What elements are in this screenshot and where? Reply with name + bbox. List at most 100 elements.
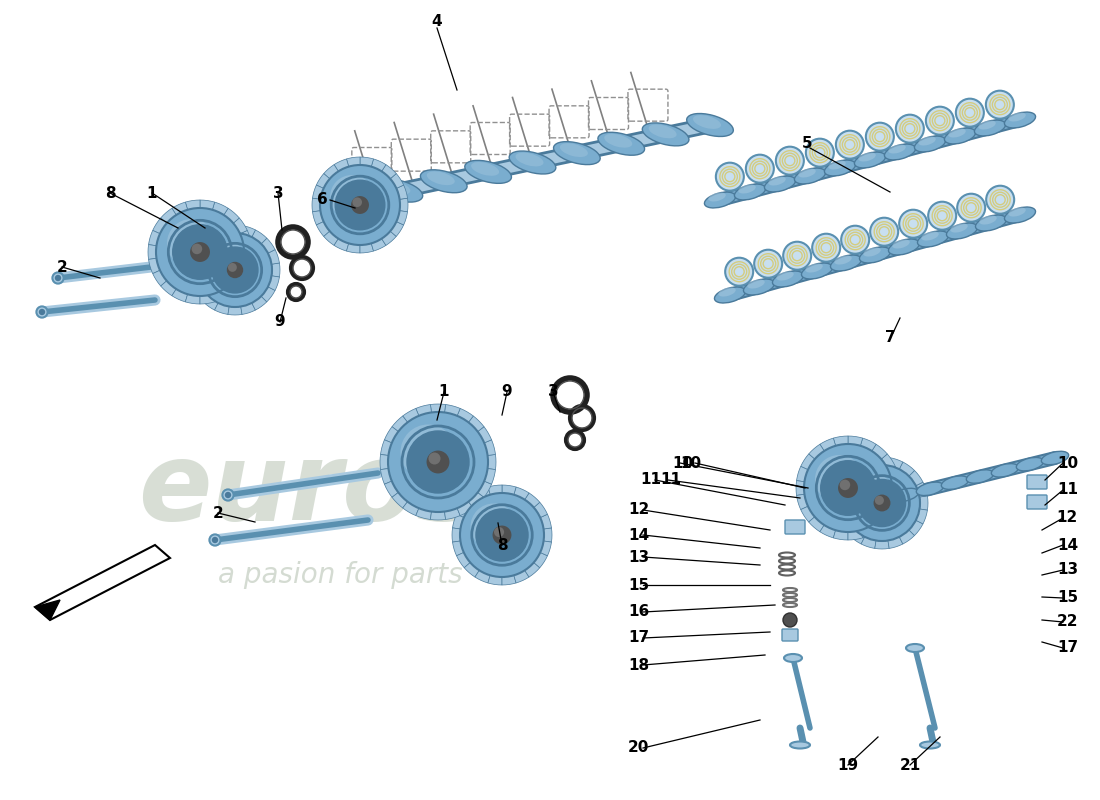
- Polygon shape: [916, 509, 927, 524]
- Polygon shape: [240, 258, 252, 274]
- Polygon shape: [372, 159, 386, 171]
- Text: 14: 14: [628, 527, 649, 542]
- Circle shape: [320, 165, 400, 245]
- Polygon shape: [223, 208, 240, 223]
- Circle shape: [716, 162, 744, 190]
- Polygon shape: [382, 165, 396, 179]
- Circle shape: [476, 509, 528, 561]
- Text: 9: 9: [502, 385, 513, 399]
- Polygon shape: [475, 487, 491, 500]
- Text: 11: 11: [1057, 482, 1078, 498]
- Circle shape: [783, 242, 811, 270]
- Ellipse shape: [975, 120, 1005, 136]
- Polygon shape: [514, 570, 529, 583]
- Polygon shape: [153, 270, 167, 286]
- Ellipse shape: [509, 151, 556, 174]
- Ellipse shape: [922, 231, 938, 241]
- Ellipse shape: [598, 132, 645, 155]
- Circle shape: [836, 130, 864, 158]
- Text: 17: 17: [628, 630, 649, 646]
- Ellipse shape: [916, 482, 944, 495]
- Circle shape: [821, 461, 876, 515]
- Polygon shape: [452, 528, 461, 542]
- Ellipse shape: [917, 231, 948, 247]
- Ellipse shape: [764, 176, 795, 192]
- Text: 2: 2: [212, 506, 223, 521]
- Circle shape: [460, 493, 544, 577]
- Polygon shape: [861, 537, 876, 549]
- Polygon shape: [874, 541, 889, 549]
- Polygon shape: [475, 570, 491, 583]
- Polygon shape: [848, 530, 862, 540]
- Ellipse shape: [686, 114, 734, 137]
- Polygon shape: [808, 517, 824, 532]
- Ellipse shape: [427, 171, 454, 185]
- Circle shape: [330, 175, 374, 219]
- Circle shape: [872, 494, 891, 513]
- Circle shape: [407, 431, 469, 493]
- Ellipse shape: [978, 121, 996, 130]
- Ellipse shape: [649, 125, 676, 138]
- Circle shape: [987, 186, 1014, 214]
- Polygon shape: [469, 416, 484, 431]
- Ellipse shape: [376, 179, 422, 202]
- Polygon shape: [35, 545, 170, 620]
- Circle shape: [221, 256, 249, 284]
- Polygon shape: [317, 174, 330, 188]
- Polygon shape: [861, 458, 876, 469]
- Circle shape: [804, 444, 892, 532]
- Ellipse shape: [920, 742, 940, 749]
- Circle shape: [806, 138, 834, 166]
- Polygon shape: [392, 493, 408, 508]
- Polygon shape: [444, 405, 460, 416]
- Circle shape: [957, 194, 986, 222]
- Polygon shape: [477, 426, 492, 443]
- Polygon shape: [195, 238, 209, 254]
- Ellipse shape: [859, 247, 891, 263]
- Polygon shape: [200, 200, 214, 210]
- Ellipse shape: [906, 644, 924, 652]
- Text: 12: 12: [628, 502, 649, 518]
- Circle shape: [895, 114, 924, 142]
- Polygon shape: [888, 466, 900, 482]
- Ellipse shape: [777, 271, 794, 281]
- Circle shape: [815, 455, 864, 503]
- Ellipse shape: [918, 137, 936, 146]
- Circle shape: [492, 525, 513, 546]
- Text: 18: 18: [628, 658, 649, 673]
- Polygon shape: [872, 517, 888, 532]
- Polygon shape: [360, 157, 374, 166]
- Text: 1: 1: [439, 385, 449, 399]
- Polygon shape: [848, 436, 862, 446]
- Polygon shape: [384, 481, 398, 498]
- Polygon shape: [834, 530, 848, 540]
- Circle shape: [874, 496, 884, 505]
- Text: 15: 15: [1057, 590, 1078, 606]
- Polygon shape: [820, 525, 836, 538]
- Circle shape: [481, 514, 522, 556]
- Text: a pasion for parts: a pasion for parts: [218, 561, 462, 589]
- Polygon shape: [430, 404, 446, 413]
- Circle shape: [209, 534, 221, 546]
- Circle shape: [400, 425, 455, 479]
- Circle shape: [870, 218, 899, 246]
- Circle shape: [55, 274, 62, 282]
- Ellipse shape: [824, 160, 856, 176]
- Ellipse shape: [864, 247, 881, 257]
- Circle shape: [212, 537, 218, 543]
- Polygon shape: [477, 481, 492, 498]
- Ellipse shape: [976, 215, 1007, 231]
- Circle shape: [832, 471, 865, 505]
- Polygon shape: [540, 541, 551, 556]
- Polygon shape: [161, 208, 176, 223]
- Polygon shape: [920, 496, 928, 510]
- Ellipse shape: [830, 255, 861, 271]
- Polygon shape: [892, 481, 900, 495]
- Ellipse shape: [747, 279, 764, 289]
- Ellipse shape: [715, 287, 746, 303]
- Text: 11: 11: [640, 473, 661, 487]
- Circle shape: [854, 474, 895, 516]
- Polygon shape: [872, 444, 888, 459]
- Ellipse shape: [704, 192, 736, 208]
- Circle shape: [350, 195, 370, 215]
